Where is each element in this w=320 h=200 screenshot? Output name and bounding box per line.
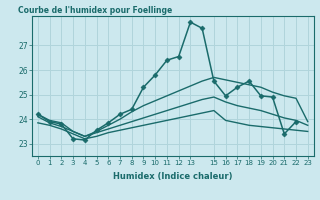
X-axis label: Humidex (Indice chaleur): Humidex (Indice chaleur) bbox=[113, 172, 233, 181]
Text: Courbe de l'humidex pour Foellinge: Courbe de l'humidex pour Foellinge bbox=[18, 6, 172, 15]
